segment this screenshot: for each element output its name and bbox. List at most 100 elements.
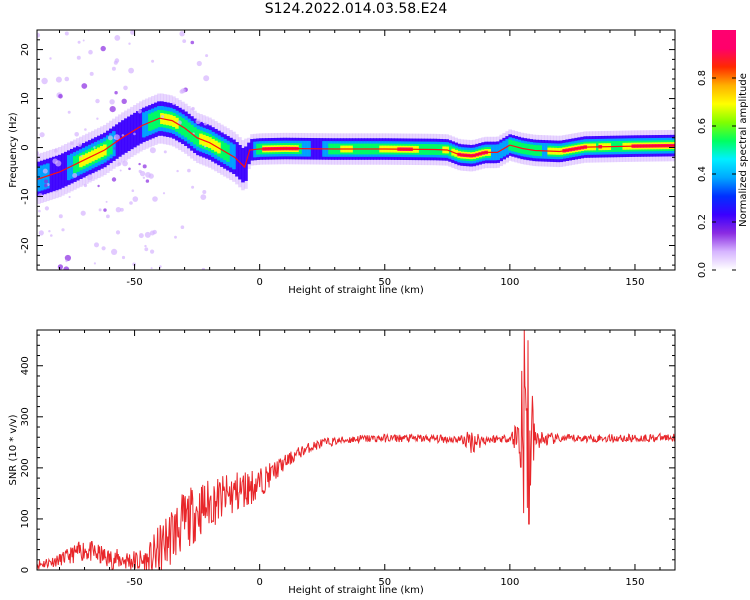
- spectrogram-speckle: [196, 60, 202, 67]
- spectrogram-speckle: [93, 146, 96, 149]
- spectrogram-speckle: [113, 147, 116, 150]
- spectrogram-speckle: [180, 225, 185, 229]
- snr-y-tick-label: 300: [20, 407, 31, 426]
- spectrogram-speckle: [162, 192, 166, 195]
- spectrogram-speckle: [80, 155, 83, 158]
- spectrogram-speckle: [115, 230, 121, 235]
- snr-y-axis-label: SNR (10 * v/v): [8, 414, 19, 485]
- spectrogram-speckle: [131, 189, 135, 192]
- spectrogram-speckle: [49, 57, 52, 60]
- spectrogram-speckle: [144, 244, 147, 248]
- spectrogram-x-tick-label: -50: [126, 277, 142, 288]
- spectrogram-speckle: [67, 110, 71, 114]
- spectrogram-speckle: [182, 39, 187, 43]
- spectrogram-speckle: [176, 169, 179, 173]
- spectrogram-speckle: [74, 132, 79, 137]
- spectrogram-x-tick-label: 50: [378, 277, 391, 288]
- spectrogram-speckle: [152, 196, 158, 202]
- spectrogram-heatmap: [37, 30, 675, 270]
- spectrogram-speckle: [137, 109, 142, 114]
- snr-y-ticks: 0 100 200 300 400: [20, 334, 675, 573]
- spectrogram-speckle: [97, 184, 100, 188]
- spectrogram-speckle: [117, 162, 121, 166]
- spectrogram-speckle: [93, 262, 96, 265]
- spectrogram-speckle: [111, 177, 117, 182]
- spectrogram-speckle: [129, 201, 133, 205]
- spectrogram-speckle: [163, 150, 167, 154]
- spectrogram-speckle: [203, 122, 208, 126]
- spectrogram-speckle: [109, 99, 115, 105]
- spectrogram-speckle: [130, 30, 135, 35]
- spectrogram-speckle: [64, 31, 69, 36]
- spectrogram-speckle: [44, 179, 49, 184]
- spectrogram-speckle: [139, 170, 146, 177]
- spectrogram-speckle: [41, 77, 48, 85]
- spectrogram-speckle: [89, 71, 94, 76]
- colorbar-tick-label: 0.6: [697, 118, 708, 134]
- spectrogram-speckle: [203, 75, 210, 82]
- spectrogram-y-ticks: -20 -10 0 10 20: [20, 29, 675, 266]
- spectrogram-speckle: [121, 98, 127, 105]
- spectrogram-speckle: [58, 214, 63, 219]
- spectrogram-speckle: [95, 98, 100, 104]
- spectrogram-speckle: [44, 206, 50, 211]
- spectrogram-speckle: [81, 83, 88, 89]
- spectrogram-speckle: [119, 169, 122, 172]
- snr-y-tick-label: 100: [20, 509, 31, 528]
- spectrogram-speckle: [113, 137, 116, 140]
- spectrogram-x-axis-label: Height of straight line (km): [288, 285, 424, 296]
- spectrogram-speckle: [132, 196, 139, 202]
- spectrogram-speckle: [190, 40, 195, 45]
- snr-x-tick-label: 50: [378, 577, 391, 588]
- spectrogram-speckle: [191, 106, 195, 111]
- spectrogram-speckle: [48, 230, 51, 233]
- spectrogram-speckle: [57, 264, 64, 270]
- spectrogram-speckle: [55, 190, 58, 193]
- spectrogram-speckle: [42, 168, 48, 174]
- spectrogram-speckle: [142, 176, 146, 179]
- spectrogram-speckle: [111, 66, 116, 71]
- colorbar-tick-label: 0.4: [697, 166, 708, 182]
- spectrogram-speckle: [52, 158, 58, 164]
- spectrogram-speckle: [111, 248, 118, 255]
- spectrogram-speckle: [187, 168, 191, 173]
- spectrogram-speckle: [76, 55, 81, 60]
- spectrogram-speckle: [38, 230, 44, 236]
- snr-y-tick-label: 200: [20, 458, 31, 477]
- spectrogram-speckle: [113, 60, 118, 65]
- spectrogram-speckle: [77, 40, 81, 44]
- spectrogram-speckle: [144, 247, 149, 252]
- spectrogram-y-axis-label: Frequency (Hz): [8, 112, 19, 188]
- snr-panel: -50 0 50 100 150 0 100 200 300 400 Height of str…: [8, 329, 676, 596]
- spectrogram-speckle: [64, 76, 70, 82]
- snr-x-ticks: -50 0 50 100 150: [59, 330, 661, 588]
- spectrogram-speckle: [191, 185, 195, 189]
- spectrogram-frame: [36, 29, 676, 271]
- spectrogram-x-tick-label: 100: [500, 277, 519, 288]
- spectrogram-speckle: [121, 134, 125, 137]
- spectrogram-speckle: [202, 190, 207, 194]
- spectrogram-speckle: [101, 246, 106, 251]
- spectrogram-speckle: [83, 183, 88, 188]
- spectrogram-speckle: [55, 76, 62, 83]
- spectrogram-speckle: [174, 235, 177, 239]
- spectrogram-x-tick-label: 0: [256, 277, 262, 288]
- spectrogram-speckle: [201, 267, 206, 270]
- spectrogram-x-tick-label: 150: [625, 277, 644, 288]
- spectrogram-speckle: [77, 142, 82, 147]
- spectrogram-x-ticks: -50 0 50 100 150: [59, 30, 661, 288]
- colorbar-tick-label: 0.2: [697, 214, 708, 230]
- spectrogram-speckle: [128, 167, 131, 171]
- spectrogram-speckle: [61, 228, 65, 232]
- snr-y-tick-label: 0: [20, 567, 31, 573]
- spectrogram-speckle: [70, 141, 74, 146]
- snr-x-tick-label: -50: [126, 577, 142, 588]
- spectrogram-y-tick-label: 0: [20, 144, 31, 150]
- spectrogram-speckle: [84, 128, 87, 131]
- spectrogram-speckle: [38, 209, 41, 213]
- spectrogram-speckle: [123, 85, 128, 91]
- spectrogram-speckle: [44, 183, 48, 188]
- spectrogram-speckle: [122, 160, 128, 167]
- colorbar-tick-label: 0.8: [697, 70, 708, 86]
